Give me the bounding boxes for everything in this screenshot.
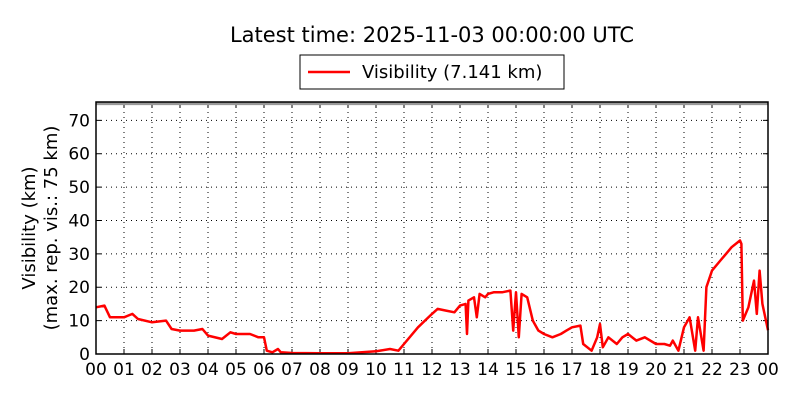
y-axis-label: Visibility (km): [19, 166, 40, 289]
y-tick-label: 10: [68, 312, 90, 332]
x-tick-label: 10: [365, 360, 387, 380]
x-tick-label: 09: [337, 360, 359, 380]
x-tick-label: 02: [141, 360, 163, 380]
x-tick-label: 19: [617, 360, 639, 380]
x-tick-label: 03: [169, 360, 191, 380]
plot-frame: [95, 101, 769, 355]
x-tick-label: 04: [197, 360, 219, 380]
x-tick-label: 07: [281, 360, 303, 380]
x-tick-label: 22: [701, 360, 723, 380]
x-tick-label: 01: [113, 360, 135, 380]
y-axis-label-2: (max. rep. vis.: 75 km): [41, 126, 62, 331]
chart-title: Latest time: 2025-11-03 00:00:00 UTC: [230, 23, 634, 47]
x-tick-label: 06: [253, 360, 275, 380]
visibility-series-line: [95, 239, 770, 355]
x-tick-label: 00: [757, 360, 779, 380]
x-tick-label: 21: [673, 360, 695, 380]
y-tick-label: 60: [68, 145, 90, 165]
axis-ticks: 00 01 02 03 04 05 06 07 08 09 10 11 12 13 14 15 16 17 18 19…: [68, 102, 779, 380]
x-tick-label: 00: [85, 360, 107, 380]
y-tick-label: 70: [68, 111, 90, 131]
x-tick-label: 23: [729, 360, 751, 380]
x-tick-label: 11: [393, 360, 415, 380]
legend: Visibility (7.141 km): [299, 54, 565, 90]
y-tick-label: 40: [68, 211, 90, 231]
x-tick-label: 13: [449, 360, 471, 380]
grid: [96, 102, 768, 354]
y-tick-label: 30: [68, 245, 90, 265]
x-tick-label: 16: [533, 360, 555, 380]
x-tick-label: 14: [477, 360, 499, 380]
x-tick-label: 20: [645, 360, 667, 380]
y-tick-label: 20: [68, 278, 90, 298]
y-tick-label: 50: [68, 178, 90, 198]
x-tick-label: 17: [561, 360, 583, 380]
x-tick-label: 12: [421, 360, 443, 380]
x-tick-label: 08: [309, 360, 331, 380]
x-tick-label: 18: [589, 360, 611, 380]
legend-label: Visibility (7.141 km): [362, 62, 542, 83]
x-tick-label: 15: [505, 360, 527, 380]
y-tick-label: 0: [79, 345, 90, 365]
x-tick-label: 05: [225, 360, 247, 380]
